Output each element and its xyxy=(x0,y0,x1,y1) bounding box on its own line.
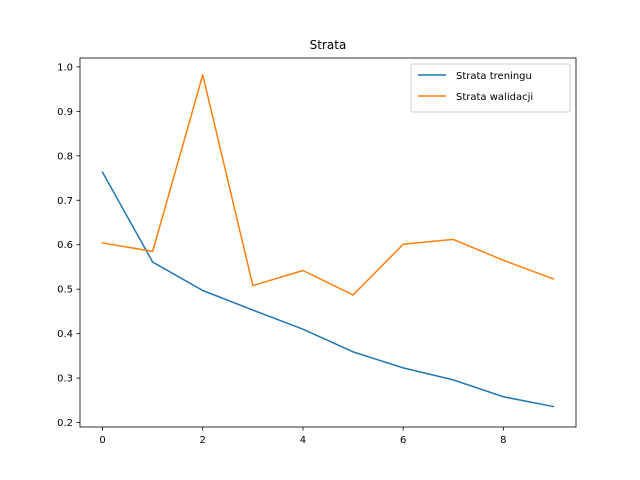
legend-label-0: Strata treningu xyxy=(456,71,532,82)
series-line-1 xyxy=(101,74,555,296)
y-tick-label: 0.3 xyxy=(57,374,73,385)
legend-box xyxy=(410,63,571,113)
x-tick-label: 8 xyxy=(500,435,506,446)
x-tick-label: 0 xyxy=(99,435,105,446)
axes-layer: 0 2 4 6 8 0.2 0.3 0.4 0.5 0.6 0.7 0.8 0.9 1.0 xyxy=(57,57,577,446)
series-layer xyxy=(101,74,555,408)
legend-label-1: Strata walidacji xyxy=(456,92,533,103)
series-line-0 xyxy=(101,171,555,408)
y-tick-label: 0.4 xyxy=(57,329,73,340)
y-tick-label: 0.9 xyxy=(57,107,73,118)
x-tick-label: 4 xyxy=(300,435,306,446)
y-tick-label: 0.6 xyxy=(57,240,73,251)
x-tick-label: 6 xyxy=(400,435,406,446)
legend: Strata treningu Strata walidacji xyxy=(410,63,571,113)
y-tick-label: 0.8 xyxy=(57,151,73,162)
x-tick-label: 2 xyxy=(200,435,206,446)
y-tick-label: 0.2 xyxy=(57,418,73,429)
plot-frame xyxy=(79,57,577,428)
chart-title: Strata xyxy=(310,38,347,52)
y-tick-label: 1.0 xyxy=(57,62,73,73)
y-tick-label: 0.5 xyxy=(57,285,73,296)
y-tick-label: 0.7 xyxy=(57,196,73,207)
